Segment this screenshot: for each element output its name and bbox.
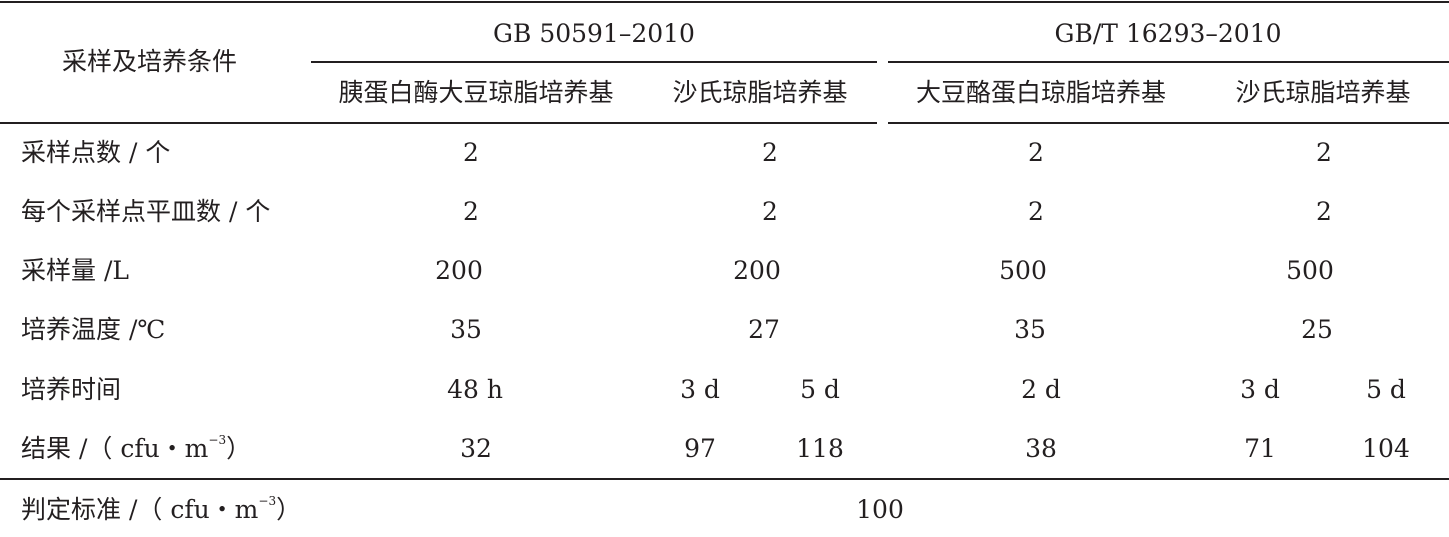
table-cell: 35 xyxy=(1014,315,1046,344)
table-cell: 38 xyxy=(1025,434,1057,463)
body-bottom-rule xyxy=(0,478,1449,480)
table-cell: 3 d xyxy=(680,375,720,404)
medium-header: 沙氏琼脂培养基 xyxy=(672,78,848,107)
table-cell: 48 h xyxy=(447,375,503,404)
row-label-end: ） xyxy=(226,434,252,463)
table-cell: 500 xyxy=(1286,256,1334,285)
standard-2-underline xyxy=(888,61,1449,63)
table-cell: 2 xyxy=(1316,138,1332,167)
table-cell: 5 d xyxy=(800,375,840,404)
table-cell: 2 xyxy=(1028,197,1044,226)
medium-header: 沙氏琼脂培养基 xyxy=(1235,78,1411,107)
table-cell: 200 xyxy=(435,256,483,285)
medium-header: 胰蛋白酶大豆琼脂培养基 xyxy=(338,78,614,107)
table-cell: 27 xyxy=(748,315,780,344)
table-cell: 71 xyxy=(1244,434,1276,463)
table-cell: 2 xyxy=(463,197,479,226)
footer-label-end: ） xyxy=(276,495,302,524)
row-label: 培养时间 xyxy=(21,375,122,404)
unit-exponent: −3 xyxy=(258,494,277,508)
table-cell: 2 xyxy=(762,138,778,167)
stub-header: 采样及培养条件 xyxy=(62,47,238,76)
table-cell: 5 d xyxy=(1366,375,1406,404)
medium-header: 大豆酪蛋白琼脂培养基 xyxy=(915,78,1167,107)
row-label: 采样点数 / 个 xyxy=(21,138,171,167)
table-cell: 200 xyxy=(733,256,781,285)
row-label: 采样量 /L xyxy=(21,256,129,285)
table-cell: 2 xyxy=(463,138,479,167)
footer-label: 判定标准 /（ cfu・m−3） xyxy=(21,495,301,525)
header-bottom-rule-left xyxy=(0,122,877,124)
criterion-value: 100 xyxy=(856,495,904,524)
table-top-rule xyxy=(0,1,1449,3)
row-label-text: 结果 /（ cfu・m xyxy=(21,434,209,463)
table-cell: 118 xyxy=(796,434,844,463)
table-cell: 2 xyxy=(1316,197,1332,226)
table-cell: 32 xyxy=(460,434,492,463)
footer-label-text: 判定标准 /（ cfu・m xyxy=(21,495,259,524)
row-label: 培养温度 /℃ xyxy=(21,315,166,344)
table-cell: 2 d xyxy=(1021,375,1061,404)
row-label: 每个采样点平皿数 / 个 xyxy=(21,197,271,226)
table-cell: 3 d xyxy=(1240,375,1280,404)
table-cell: 2 xyxy=(762,197,778,226)
table-cell: 35 xyxy=(450,315,482,344)
table-cell: 104 xyxy=(1362,434,1410,463)
table-cell: 25 xyxy=(1301,315,1333,344)
table-cell: 97 xyxy=(684,434,716,463)
standard-header: GB 50591–2010 xyxy=(493,19,695,48)
standard-header: GB/T 16293–2010 xyxy=(1054,19,1282,48)
table-cell: 2 xyxy=(1028,138,1044,167)
unit-exponent: −3 xyxy=(208,433,227,447)
header-bottom-rule-right xyxy=(888,122,1449,124)
row-label: 结果 /（ cfu・m−3） xyxy=(21,434,251,464)
standard-1-underline xyxy=(311,61,877,63)
table-cell: 500 xyxy=(999,256,1047,285)
